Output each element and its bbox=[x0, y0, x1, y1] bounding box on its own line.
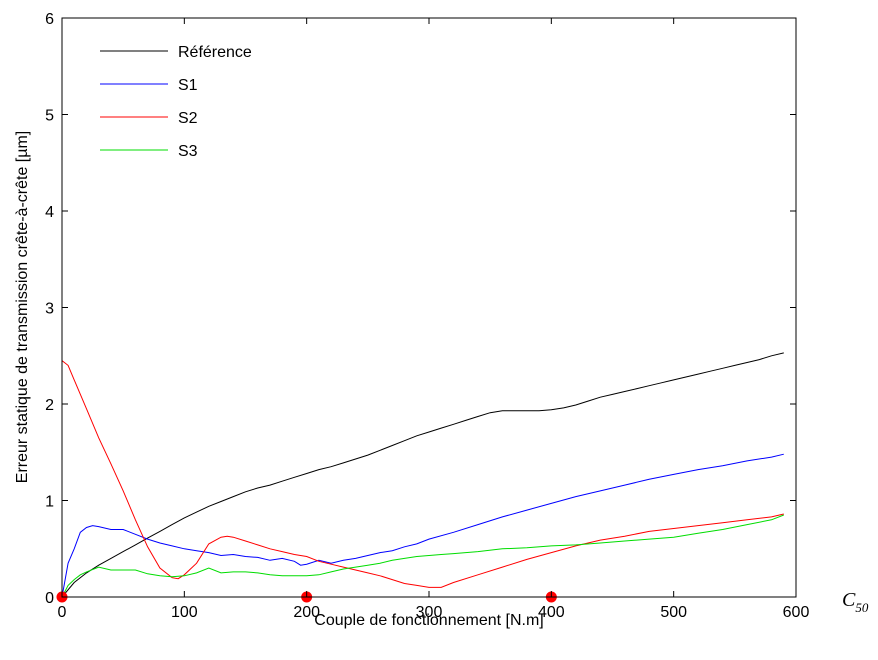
series-line-s2 bbox=[61, 360, 784, 588]
x-tick-label: 600 bbox=[783, 604, 810, 621]
c50-subscript: 50 bbox=[855, 600, 869, 615]
y-tick-label: 4 bbox=[45, 204, 54, 221]
y-tick-label: 5 bbox=[45, 108, 54, 125]
c50-annotation: C50 bbox=[842, 589, 869, 615]
plot-background bbox=[62, 18, 796, 597]
series-line-s3 bbox=[61, 514, 784, 598]
x-tick-label: 300 bbox=[416, 604, 443, 621]
series-line-r-f-rence bbox=[61, 352, 784, 598]
series-line-s1 bbox=[61, 453, 784, 598]
x-tick-label: 0 bbox=[58, 604, 67, 621]
c50-main: C bbox=[842, 589, 856, 611]
legend-label: S2 bbox=[178, 110, 198, 127]
y-tick-label: 3 bbox=[45, 301, 54, 318]
y-axis-label: Erreur statique de transmission crête-à-… bbox=[14, 131, 31, 483]
x-tick-label: 200 bbox=[293, 604, 320, 621]
x-tick-label: 500 bbox=[660, 604, 687, 621]
y-tick-label: 6 bbox=[45, 11, 54, 28]
tick-layer: 0 100 200 300 400 500 600 0 1 2 3 4 5 6 bbox=[45, 11, 809, 621]
y-tick-label: 0 bbox=[45, 590, 54, 607]
legend: Référence S1 S2 S3 bbox=[100, 44, 252, 160]
x-axis-label: Couple de fonctionnement [N.m] bbox=[314, 612, 543, 629]
series-layer bbox=[61, 352, 784, 598]
legend-label: Référence bbox=[178, 44, 252, 61]
y-tick-label: 1 bbox=[45, 494, 54, 511]
x-tick-label: 400 bbox=[538, 604, 565, 621]
y-tick-label: 2 bbox=[45, 397, 54, 414]
legend-label: S3 bbox=[178, 143, 198, 160]
legend-label: S1 bbox=[178, 77, 198, 94]
x-tick-label: 100 bbox=[171, 604, 198, 621]
